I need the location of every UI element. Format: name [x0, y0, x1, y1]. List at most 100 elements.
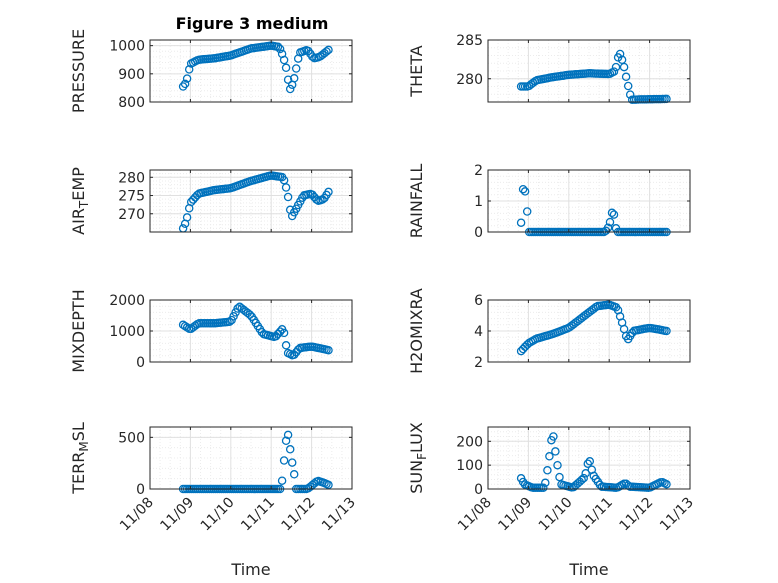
data-point: [225, 317, 234, 327]
y-tick-label: 6: [474, 293, 483, 309]
y-axis-label: AIRTEMP: [69, 167, 91, 235]
data-point: [275, 327, 285, 336]
data-point: [541, 478, 550, 488]
data-point: [623, 81, 633, 91]
y-axis-label: RAINFALL: [407, 164, 426, 239]
data-point: [281, 183, 291, 192]
data-point: [289, 350, 299, 360]
data-point: [619, 62, 629, 72]
y-tick-label: 4: [474, 324, 483, 340]
x-tick-label: 11/13: [319, 495, 359, 535]
data-point: [182, 74, 192, 83]
data-point: [324, 187, 333, 197]
data-point: [324, 45, 333, 55]
axes-box: [149, 426, 353, 490]
x-axis-label: Time: [230, 560, 270, 579]
data-point: [184, 65, 194, 74]
data-point: [609, 67, 619, 76]
data-point: [275, 44, 285, 54]
x-axis-label: Time: [568, 560, 608, 579]
data-point: [245, 310, 255, 319]
y-axis-label: THETA: [407, 45, 426, 97]
y-tick-label: 275: [118, 189, 145, 205]
data-point: [277, 476, 287, 485]
data-point: [285, 445, 295, 454]
y-tick-label: 0: [474, 225, 483, 241]
figure-title: Figure 3 medium: [176, 14, 329, 33]
y-axis-label: SUNFLUX: [407, 422, 429, 494]
data-point: [520, 187, 530, 196]
x-tick-label: 11/11: [576, 495, 616, 535]
data-point: [609, 210, 619, 219]
x-tick-label: 11/09: [157, 495, 197, 535]
data-point: [182, 323, 192, 332]
y-tick-label: 1: [474, 194, 483, 210]
data-point: [281, 63, 291, 73]
data-point: [291, 64, 301, 73]
data-point: [322, 47, 331, 56]
y-axis-label: PRESSURE: [69, 29, 88, 113]
data-point: [585, 457, 595, 466]
y-axis-label: MIXDEPTH: [69, 289, 88, 372]
axes-box: [487, 39, 691, 103]
data-point: [283, 430, 293, 440]
y-tick-label: 0: [136, 482, 145, 498]
data-point: [233, 304, 242, 313]
y-tick-label: 2: [474, 355, 483, 371]
data-point: [287, 458, 297, 467]
x-tick-label: 11/13: [657, 495, 697, 535]
y-tick-label: 900: [118, 67, 145, 83]
data-point: [289, 470, 299, 479]
data-point: [555, 472, 564, 482]
data-point: [283, 75, 293, 84]
y-tick-label: 0: [136, 355, 145, 371]
data-point: [581, 469, 590, 478]
x-tick-label: 11/12: [279, 495, 319, 535]
data-point: [583, 459, 593, 468]
y-tick-label: 1000: [109, 324, 145, 340]
data-point: [281, 436, 291, 446]
x-tick-label: 11/11: [238, 495, 278, 535]
y-tick-label: 0: [474, 482, 483, 498]
data-point: [543, 466, 552, 475]
data-point: [516, 218, 526, 227]
data-point: [611, 62, 621, 72]
data-point: [577, 475, 586, 485]
y-tick-label: 2: [474, 163, 483, 179]
x-tick-label: 11/12: [617, 495, 657, 535]
data-point: [522, 207, 532, 216]
y-tick-label: 280: [456, 72, 483, 88]
data-point: [662, 326, 671, 336]
data-point: [308, 52, 317, 61]
data-point: [178, 82, 188, 91]
axes-box: [149, 39, 353, 103]
data-point: [551, 447, 560, 456]
data-point: [285, 84, 295, 94]
axes-box: [149, 169, 353, 233]
x-tick-label: 11/10: [198, 495, 238, 535]
data-point: [324, 345, 333, 355]
y-tick-label: 285: [456, 33, 483, 49]
data-point: [279, 55, 289, 65]
y-tick-label: 270: [118, 207, 145, 223]
data-point: [615, 49, 625, 59]
data-point: [603, 223, 613, 232]
y-tick-label: 2000: [109, 293, 145, 309]
data-point: [549, 432, 558, 441]
data-point: [289, 74, 299, 83]
data-point: [281, 341, 291, 350]
data-point: [579, 473, 588, 483]
y-tick-label: 1000: [109, 39, 145, 55]
data-point: [518, 184, 528, 194]
data-point: [279, 456, 289, 465]
data-point: [553, 460, 562, 470]
y-axis-label: H2OMIXRA: [407, 288, 426, 374]
data-point: [539, 483, 548, 493]
y-tick-label: 280: [118, 170, 145, 186]
axes-box: [487, 426, 691, 490]
data-point: [273, 42, 283, 52]
data-point: [182, 213, 192, 222]
x-tick-label: 11/10: [536, 495, 576, 535]
y-tick-label: 100: [456, 458, 483, 474]
